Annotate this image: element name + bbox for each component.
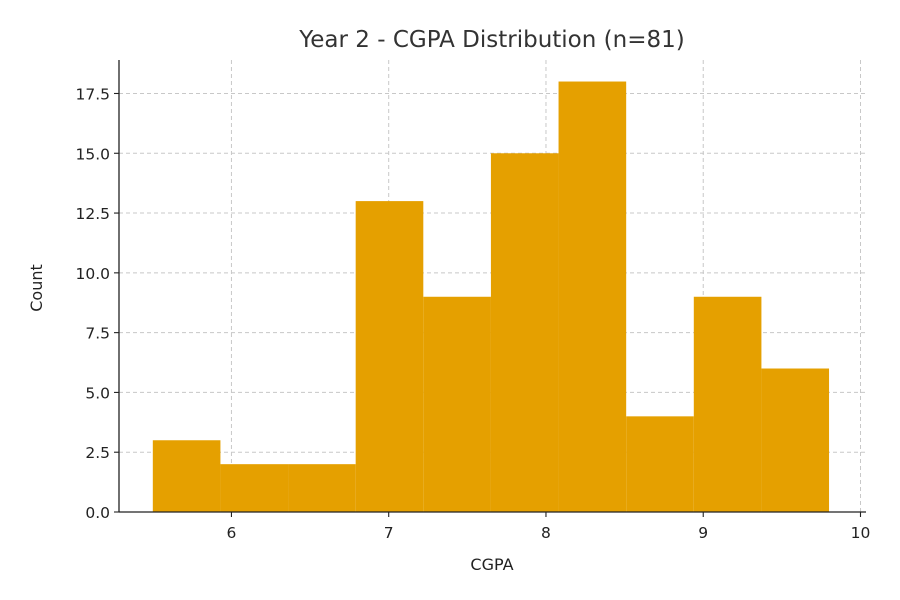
chart-title: Year 2 - CGPA Distribution (n=81) (298, 27, 684, 53)
y-tick-label-7: 17.5 (75, 85, 110, 103)
bar-1 (220, 464, 289, 512)
bar-8 (693, 296, 762, 512)
bars (152, 81, 830, 513)
bar-6 (558, 81, 627, 513)
bar-2 (288, 464, 356, 512)
x-axis-label: CGPA (470, 555, 513, 574)
y-tick-label-3: 7.5 (85, 325, 110, 343)
bar-5 (490, 153, 559, 512)
bar-7 (626, 416, 694, 512)
bar-3 (355, 201, 424, 512)
bar-0 (152, 440, 221, 512)
y-tick-label-2: 5.0 (85, 384, 110, 402)
bar-9 (761, 368, 830, 512)
y-tick-label-4: 10.0 (75, 265, 110, 283)
x-tick-label-3: 9 (698, 524, 708, 542)
x-tick-label-0: 6 (227, 524, 237, 542)
y-tick-label-1: 2.5 (85, 444, 110, 462)
x-tick-label-1: 7 (384, 524, 394, 542)
y-axis-label: Count (27, 264, 46, 312)
y-axis-ticks: 0.0 2.5 5.0 7.5 10.0 12.5 15.0 17.5 (75, 85, 119, 522)
x-axis-ticks: 6 7 8 9 10 (227, 512, 871, 542)
axes-spines (118, 60, 866, 513)
x-tick-label-2: 8 (541, 524, 551, 542)
y-tick-label-0: 0.0 (85, 504, 110, 522)
y-tick-label-6: 15.0 (75, 145, 110, 163)
y-tick-label-5: 12.5 (75, 205, 110, 223)
bar-4 (423, 296, 491, 512)
x-tick-label-4: 10 (851, 524, 871, 542)
